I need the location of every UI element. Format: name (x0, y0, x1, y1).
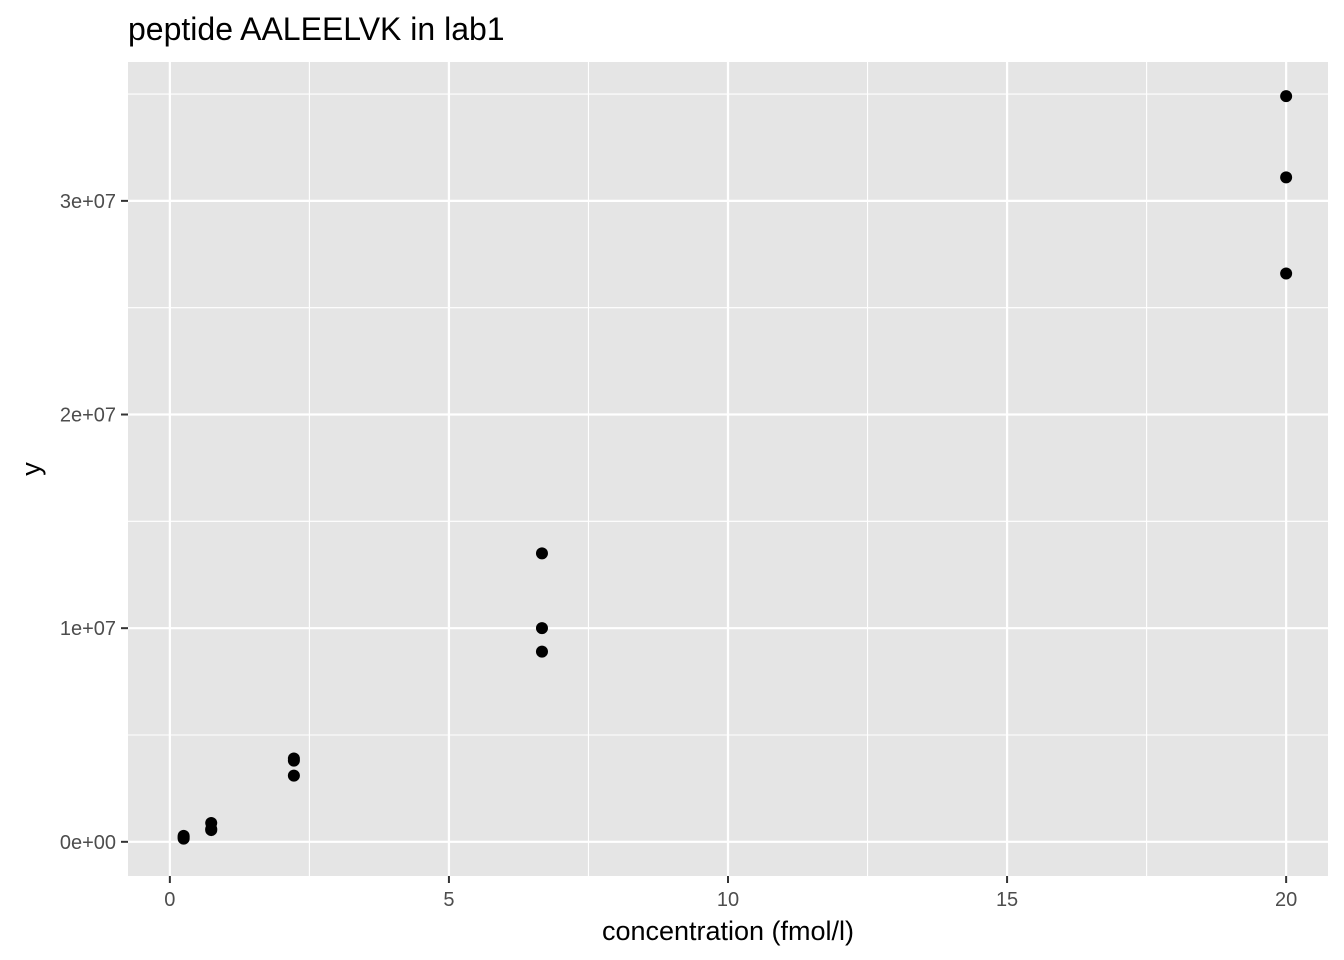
data-point (1280, 267, 1293, 280)
y-axis-label: y (16, 462, 46, 476)
x-axis-ticks: 0 5 10 15 20 (164, 876, 1297, 911)
data-point (287, 752, 300, 765)
y-tick-label: 3e+07 (60, 191, 116, 213)
y-tick-label: 2e+07 (60, 405, 116, 427)
x-axis-label: concentration (fmol/l) (602, 916, 854, 946)
x-tick-label: 10 (717, 889, 739, 911)
major-gridlines (128, 62, 1328, 876)
y-tick-label: 0e+00 (60, 832, 116, 854)
x-tick-label: 5 (443, 889, 454, 911)
x-tick-label: 20 (1275, 889, 1297, 911)
x-tick-label: 15 (996, 889, 1018, 911)
data-point (535, 547, 548, 560)
chart-title: peptide AALEELVK in lab1 (128, 11, 505, 47)
data-point (1280, 171, 1293, 184)
data-point (205, 817, 218, 830)
data-points (177, 90, 1293, 845)
data-point (1280, 90, 1293, 103)
y-axis-ticks: 0e+00 1e+07 2e+07 3e+07 (60, 191, 128, 854)
data-point (177, 829, 190, 842)
x-tick-label: 0 (164, 889, 175, 911)
data-point (287, 769, 300, 782)
data-point (535, 645, 548, 658)
y-tick-label: 1e+07 (60, 618, 116, 640)
data-point (535, 622, 548, 635)
